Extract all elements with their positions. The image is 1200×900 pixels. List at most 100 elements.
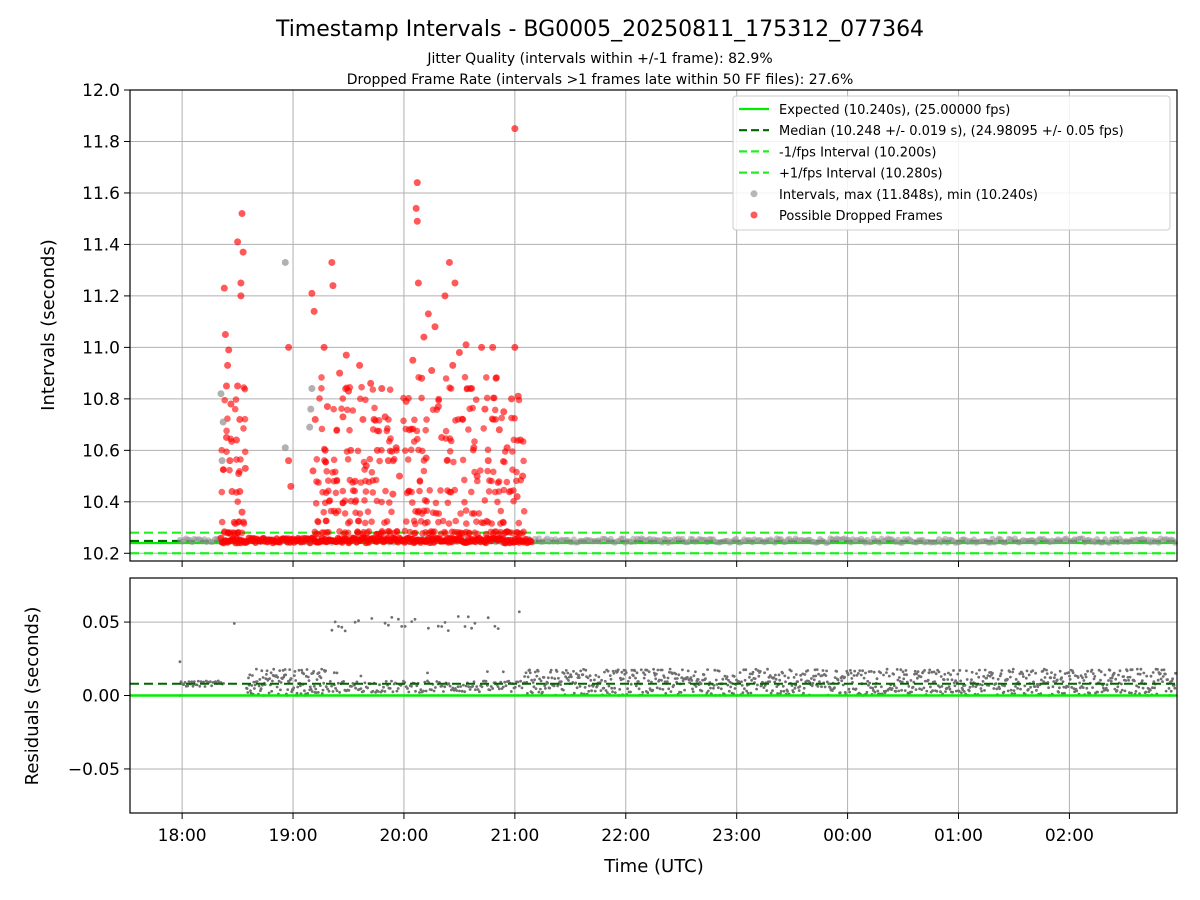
residual-point <box>812 678 816 682</box>
residual-point <box>366 686 369 690</box>
residual-point <box>192 680 196 684</box>
residual-point <box>980 683 984 687</box>
dropped-frame-point <box>361 497 368 504</box>
residual-point <box>316 691 320 694</box>
dropped-frame-point <box>378 498 385 506</box>
residual-point <box>463 690 467 694</box>
dropped-frame-point <box>232 436 240 444</box>
x-tick-label: 18:00 <box>158 826 207 846</box>
dropped-frame-point <box>230 518 238 526</box>
dropped-frame-point <box>351 487 359 495</box>
dropped-frame-point <box>420 467 428 475</box>
dropped-frame-point <box>474 477 481 485</box>
residual-point <box>862 676 866 680</box>
residual-point <box>446 629 450 632</box>
residual-point <box>918 687 921 691</box>
residual-point <box>657 678 661 682</box>
dropped-frame-point <box>426 487 434 494</box>
dropped-frame-point <box>342 351 350 359</box>
residual-point <box>643 673 647 676</box>
residual-point <box>1021 672 1025 676</box>
residual-point <box>559 680 563 683</box>
dropped-frame-point <box>444 499 452 507</box>
residuals-points <box>178 610 1177 697</box>
dropped-frame-point <box>461 498 468 506</box>
residual-point <box>700 689 704 693</box>
dropped-frame-point <box>356 510 364 517</box>
dropped-frame-point <box>220 466 227 473</box>
dropped-frame-point <box>497 507 505 515</box>
residual-point <box>927 671 931 675</box>
residual-point <box>748 675 751 679</box>
residual-point <box>1159 677 1163 681</box>
residual-point <box>691 687 694 691</box>
residual-point <box>246 691 250 694</box>
dropped-frame-point <box>224 361 232 369</box>
dropped-frame-point <box>354 447 362 455</box>
dropped-frame-point <box>387 435 394 442</box>
dropped-frame-point <box>218 488 226 496</box>
residual-point <box>768 680 771 684</box>
dropped-frame-point <box>368 469 376 476</box>
residual-point <box>1156 678 1160 682</box>
residual-point <box>202 680 206 684</box>
residual-point <box>1079 674 1083 678</box>
dropped-frame-point <box>489 343 497 351</box>
residual-point <box>947 671 950 675</box>
residual-point <box>1167 687 1171 690</box>
dropped-frame-point <box>414 279 422 287</box>
residual-point <box>418 691 421 694</box>
residual-point <box>956 672 960 676</box>
residual-point <box>1099 678 1102 682</box>
residual-point <box>846 673 850 677</box>
residual-point <box>841 683 845 687</box>
residual-point <box>661 688 665 691</box>
dropped-frame-point <box>520 528 527 536</box>
residual-point <box>595 684 599 688</box>
residual-point <box>1006 689 1010 693</box>
residual-point <box>331 690 335 693</box>
residual-point <box>1092 677 1096 681</box>
residual-point <box>182 683 186 686</box>
residual-point <box>1114 677 1118 681</box>
residual-point <box>896 678 900 682</box>
dropped-frame-point <box>323 403 331 411</box>
residual-point <box>833 686 836 690</box>
residual-point <box>308 685 312 689</box>
dropped-frame-point <box>471 438 478 445</box>
residual-point <box>317 671 321 675</box>
residual-point <box>455 689 459 692</box>
residual-point <box>887 674 891 678</box>
residual-point <box>810 677 813 680</box>
dropped-frame-point <box>390 455 398 463</box>
dropped-frame-point <box>310 307 318 315</box>
residual-point <box>203 685 207 688</box>
dropped-frame-point <box>420 333 428 341</box>
residual-point <box>517 610 521 614</box>
dropped-frame-point <box>328 258 336 266</box>
residual-point <box>892 684 896 688</box>
residual-point <box>442 690 445 693</box>
residual-point <box>884 689 888 693</box>
dropped-frame-point <box>339 487 347 495</box>
residual-point <box>1067 671 1071 674</box>
residual-point <box>287 680 291 684</box>
residual-point <box>913 669 917 673</box>
dropped-frame-point <box>488 520 496 527</box>
residual-point <box>1088 691 1092 695</box>
residual-point <box>713 668 717 672</box>
dropped-frame-point <box>325 487 332 495</box>
residual-point <box>432 689 436 693</box>
residual-point <box>486 616 490 620</box>
residual-point <box>259 687 263 691</box>
dropped-frame-point <box>364 508 372 515</box>
intervals-panel: 10.2 10.4 10.6 10.8 11.0 11.2 11.4 11.6 11.8 12.0… <box>38 81 1179 564</box>
dropped-frame-point <box>520 457 527 465</box>
residual-point <box>952 669 955 672</box>
residual-point <box>443 685 447 689</box>
residual-point <box>383 621 387 625</box>
residual-point <box>602 686 606 690</box>
residual-point <box>686 676 689 679</box>
residual-point <box>1107 679 1110 682</box>
residual-point <box>327 689 331 693</box>
